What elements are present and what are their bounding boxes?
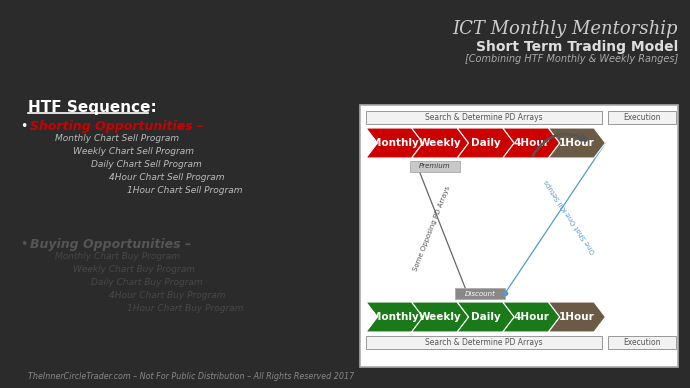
Polygon shape [503, 128, 560, 158]
FancyBboxPatch shape [608, 111, 676, 124]
Polygon shape [549, 128, 605, 158]
Text: Weekly Chart Sell Program: Weekly Chart Sell Program [73, 147, 194, 156]
Text: 4Hour Chart Buy Program: 4Hour Chart Buy Program [109, 291, 226, 300]
Text: 1Hour Chart Buy Program: 1Hour Chart Buy Program [127, 304, 244, 313]
Text: Short Term Trading Model: Short Term Trading Model [475, 40, 678, 54]
Text: 4Hour: 4Hour [513, 138, 549, 148]
Text: Weekly: Weekly [419, 312, 462, 322]
Text: Premium: Premium [419, 163, 451, 170]
Text: Some Opposing PD Arrays: Some Opposing PD Arrays [412, 185, 451, 272]
Text: Discount: Discount [465, 291, 495, 296]
Text: TheInnerCircleTrader.com – Not For Public Distribution – All Rights Reserved 201: TheInnerCircleTrader.com – Not For Publi… [28, 372, 354, 381]
Text: 4Hour: 4Hour [513, 312, 549, 322]
Text: Daily: Daily [471, 138, 500, 148]
Polygon shape [412, 302, 469, 332]
Text: 1Hour: 1Hour [559, 312, 595, 322]
Text: Buying Opportunities –: Buying Opportunities – [30, 238, 191, 251]
FancyBboxPatch shape [410, 161, 460, 172]
Text: Shorting Opportunities –: Shorting Opportunities – [30, 120, 204, 133]
Polygon shape [366, 302, 423, 332]
Text: Search & Determine PD Arrays: Search & Determine PD Arrays [425, 338, 543, 347]
Text: One Shot One Kill Setups: One Shot One Kill Setups [543, 178, 597, 255]
Text: Monthly Chart Buy Program: Monthly Chart Buy Program [55, 252, 180, 261]
Text: Monthly: Monthly [371, 312, 418, 322]
Polygon shape [503, 302, 560, 332]
Polygon shape [457, 302, 514, 332]
Text: Monthly: Monthly [371, 138, 418, 148]
Text: Weekly: Weekly [419, 138, 462, 148]
Text: Search & Determine PD Arrays: Search & Determine PD Arrays [425, 113, 543, 122]
FancyBboxPatch shape [360, 105, 678, 367]
Polygon shape [549, 302, 605, 332]
Text: 1Hour: 1Hour [559, 138, 595, 148]
Text: Monthly Chart Sell Program: Monthly Chart Sell Program [55, 134, 179, 143]
FancyBboxPatch shape [608, 336, 676, 349]
FancyBboxPatch shape [366, 111, 602, 124]
FancyBboxPatch shape [455, 288, 505, 299]
Text: 1Hour Chart Sell Program: 1Hour Chart Sell Program [127, 186, 242, 195]
Text: Daily Chart Sell Program: Daily Chart Sell Program [91, 160, 201, 169]
Text: 4Hour Chart Sell Program: 4Hour Chart Sell Program [109, 173, 224, 182]
Text: •: • [20, 120, 28, 133]
Text: Daily Chart Buy Program: Daily Chart Buy Program [91, 278, 203, 287]
Text: ICT Monthly Mentorship: ICT Monthly Mentorship [453, 20, 678, 38]
Text: •: • [20, 238, 28, 251]
Polygon shape [366, 128, 423, 158]
Text: HTF Sequence:: HTF Sequence: [28, 100, 157, 115]
Text: Execution: Execution [623, 113, 661, 122]
Text: Daily: Daily [471, 312, 500, 322]
Text: [Combining HTF Monthly & Weekly Ranges]: [Combining HTF Monthly & Weekly Ranges] [465, 54, 678, 64]
Text: Weekly Chart Buy Program: Weekly Chart Buy Program [73, 265, 195, 274]
Polygon shape [412, 128, 469, 158]
Polygon shape [457, 128, 514, 158]
Text: Execution: Execution [623, 338, 661, 347]
FancyBboxPatch shape [366, 336, 602, 349]
